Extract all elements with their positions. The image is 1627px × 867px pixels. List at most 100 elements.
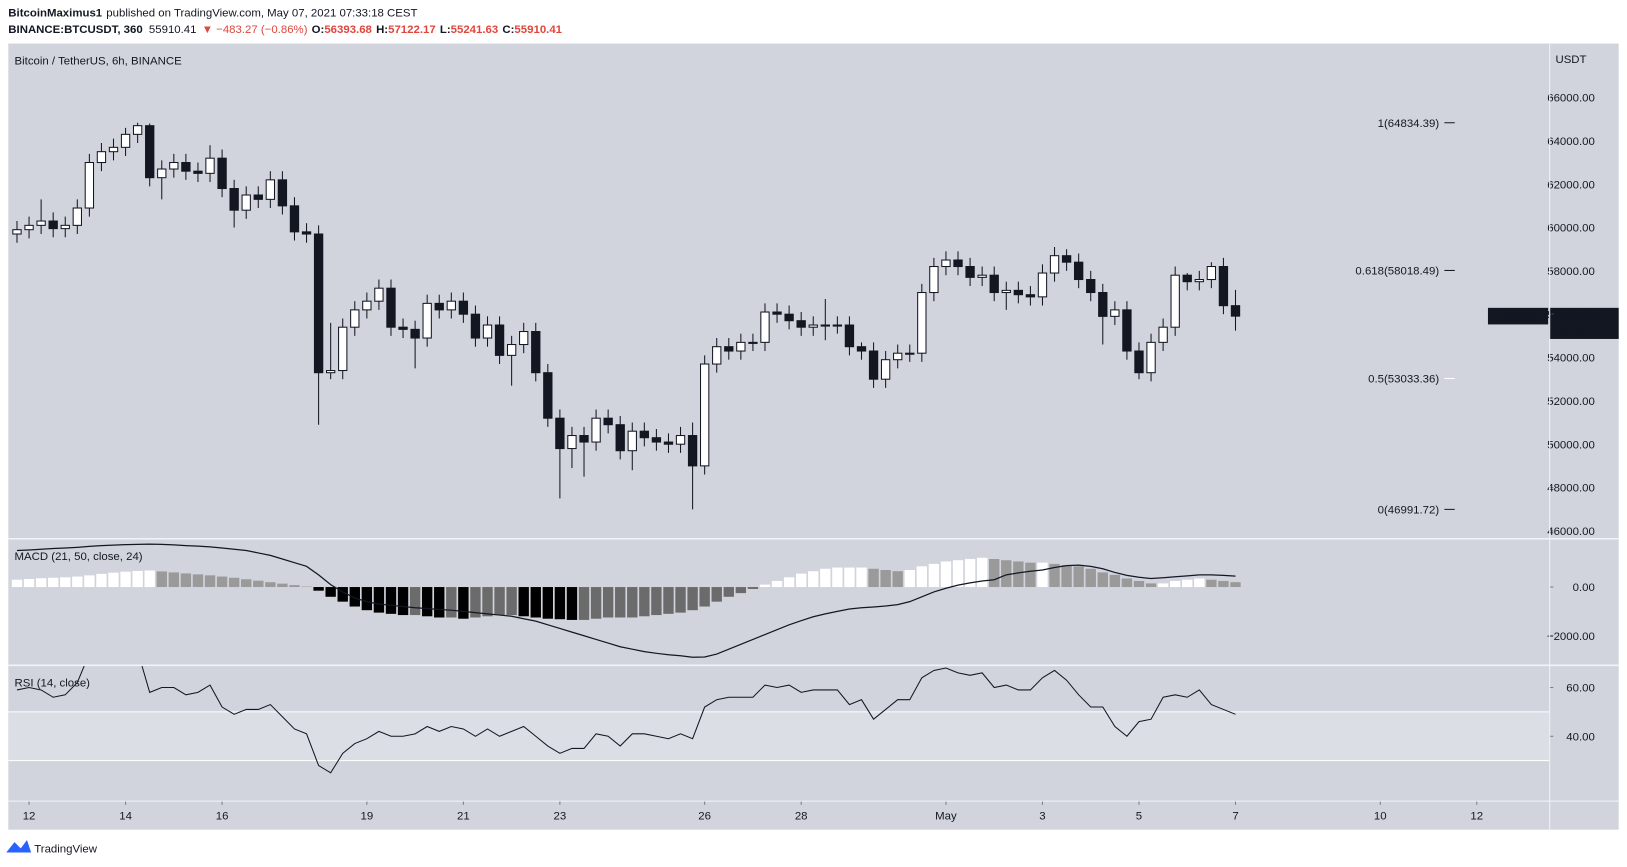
histogram-bar [1121,578,1133,588]
candle-body [325,370,336,374]
histogram-bar [1133,580,1145,588]
histogram-bar [602,587,614,618]
histogram-bar [144,570,155,588]
candle-body [917,292,927,354]
histogram-bar [578,587,590,620]
candle-body [458,300,469,315]
candle-body [1025,294,1036,298]
y-tick-label: 40.00 [1566,731,1595,743]
histogram-bar [530,587,541,618]
x-tick-label: 5 [1136,810,1142,822]
histogram-bar [156,571,167,588]
candle-body [446,300,456,311]
histogram-bar [180,573,192,588]
histogram-bar [1169,580,1181,588]
candle-body [1001,289,1011,294]
candle-body [289,205,300,233]
candle-body [663,441,674,445]
histogram-bar [795,573,807,588]
histogram-bar [23,578,35,588]
candle-body [579,435,589,443]
histogram-bar [820,568,831,588]
histogram-bar [892,571,903,588]
histogram-bar [241,579,252,588]
candle-body [712,346,722,365]
candle-body [905,352,915,355]
histogram-bar [615,587,626,618]
histogram-bar [868,568,879,588]
y-unit: USDT [1555,54,1586,66]
panel-title: MACD (21, 50, close, 24) [15,551,143,563]
histogram-bar [325,587,336,597]
histogram-bar [808,571,819,588]
histogram-bar [566,587,578,620]
histogram-bar [204,575,216,588]
candle-body [519,331,529,346]
candle-body [120,133,131,148]
histogram-bar [361,587,373,611]
candle-body [96,151,107,164]
histogram-bar [832,567,843,588]
candle-body [229,187,239,211]
candle-body [1073,261,1084,281]
histogram-bar [482,587,493,617]
candle-body [494,324,505,356]
panel-title: Bitcoin / TetherUS, 6h, BINANCE [15,55,183,67]
x-tick-label: 26 [698,810,711,822]
histogram-bar [397,587,409,616]
histogram-bar [651,587,662,616]
candle-body [591,417,601,443]
histogram-bar [1073,566,1084,588]
histogram-bar [349,587,360,607]
histogram-bar [494,587,505,616]
y-tick-label: 54000.00 [1547,353,1595,365]
histogram-bar [916,566,928,588]
candle-body [145,125,155,179]
change: ▼ −483.27 (−0.86%) [202,24,308,36]
o-value: 56393.68 [324,24,372,36]
candle-body [181,161,191,172]
published: published on TradingView.com, May 07, 20… [106,8,417,20]
candle-body [265,179,276,200]
y-tick-label: 0.00 [1573,582,1595,594]
x-tick-label: 12 [1470,810,1483,822]
y-tick-label: −2000.00 [1547,631,1595,643]
y-tick-label: 62000.00 [1547,179,1595,191]
rsi [8,665,1550,774]
candle-body [217,157,227,190]
rsi-band [8,711,1550,761]
candle-body [48,220,58,230]
histogram-bar [132,570,143,588]
histogram-bar [856,567,867,588]
histogram-bar [47,577,59,588]
histogram-bar [1145,583,1157,588]
candle-body [506,344,517,356]
histogram-bar [506,587,517,616]
candle-body [555,417,565,450]
histogram-bar [373,587,385,613]
y-tick-label: 48000.00 [1547,483,1595,495]
y-tick-label: 58000.00 [1547,266,1595,278]
candle-body [784,313,794,322]
l-value: 55241.63 [451,24,499,36]
x-tick-label: 21 [457,810,470,822]
candle-body [169,161,179,170]
symbol: BINANCE:BTCUSDT, 360 [8,24,142,36]
fib-label: 0.618(58018.49) [1355,266,1439,278]
histogram-bar [1037,562,1048,588]
histogram-bar [265,582,276,588]
logo [6,840,32,853]
histogram-bar [735,587,747,594]
candle-body [205,157,215,174]
histogram-bar [928,563,940,588]
histogram-bar [964,559,976,588]
symbol-tag-bg [1487,307,1549,325]
quote-line: BINANCE:BTCUSDT, 360 55910.41 ▼ −483.27 (−… [8,24,562,36]
candle-body [977,274,987,278]
histogram-bar [313,587,324,591]
fib-label: 1(64834.39) [1378,118,1440,130]
y-tick-label: 50000.00 [1547,439,1595,451]
histogram-bar [699,587,710,607]
histogram-bar [747,587,759,589]
